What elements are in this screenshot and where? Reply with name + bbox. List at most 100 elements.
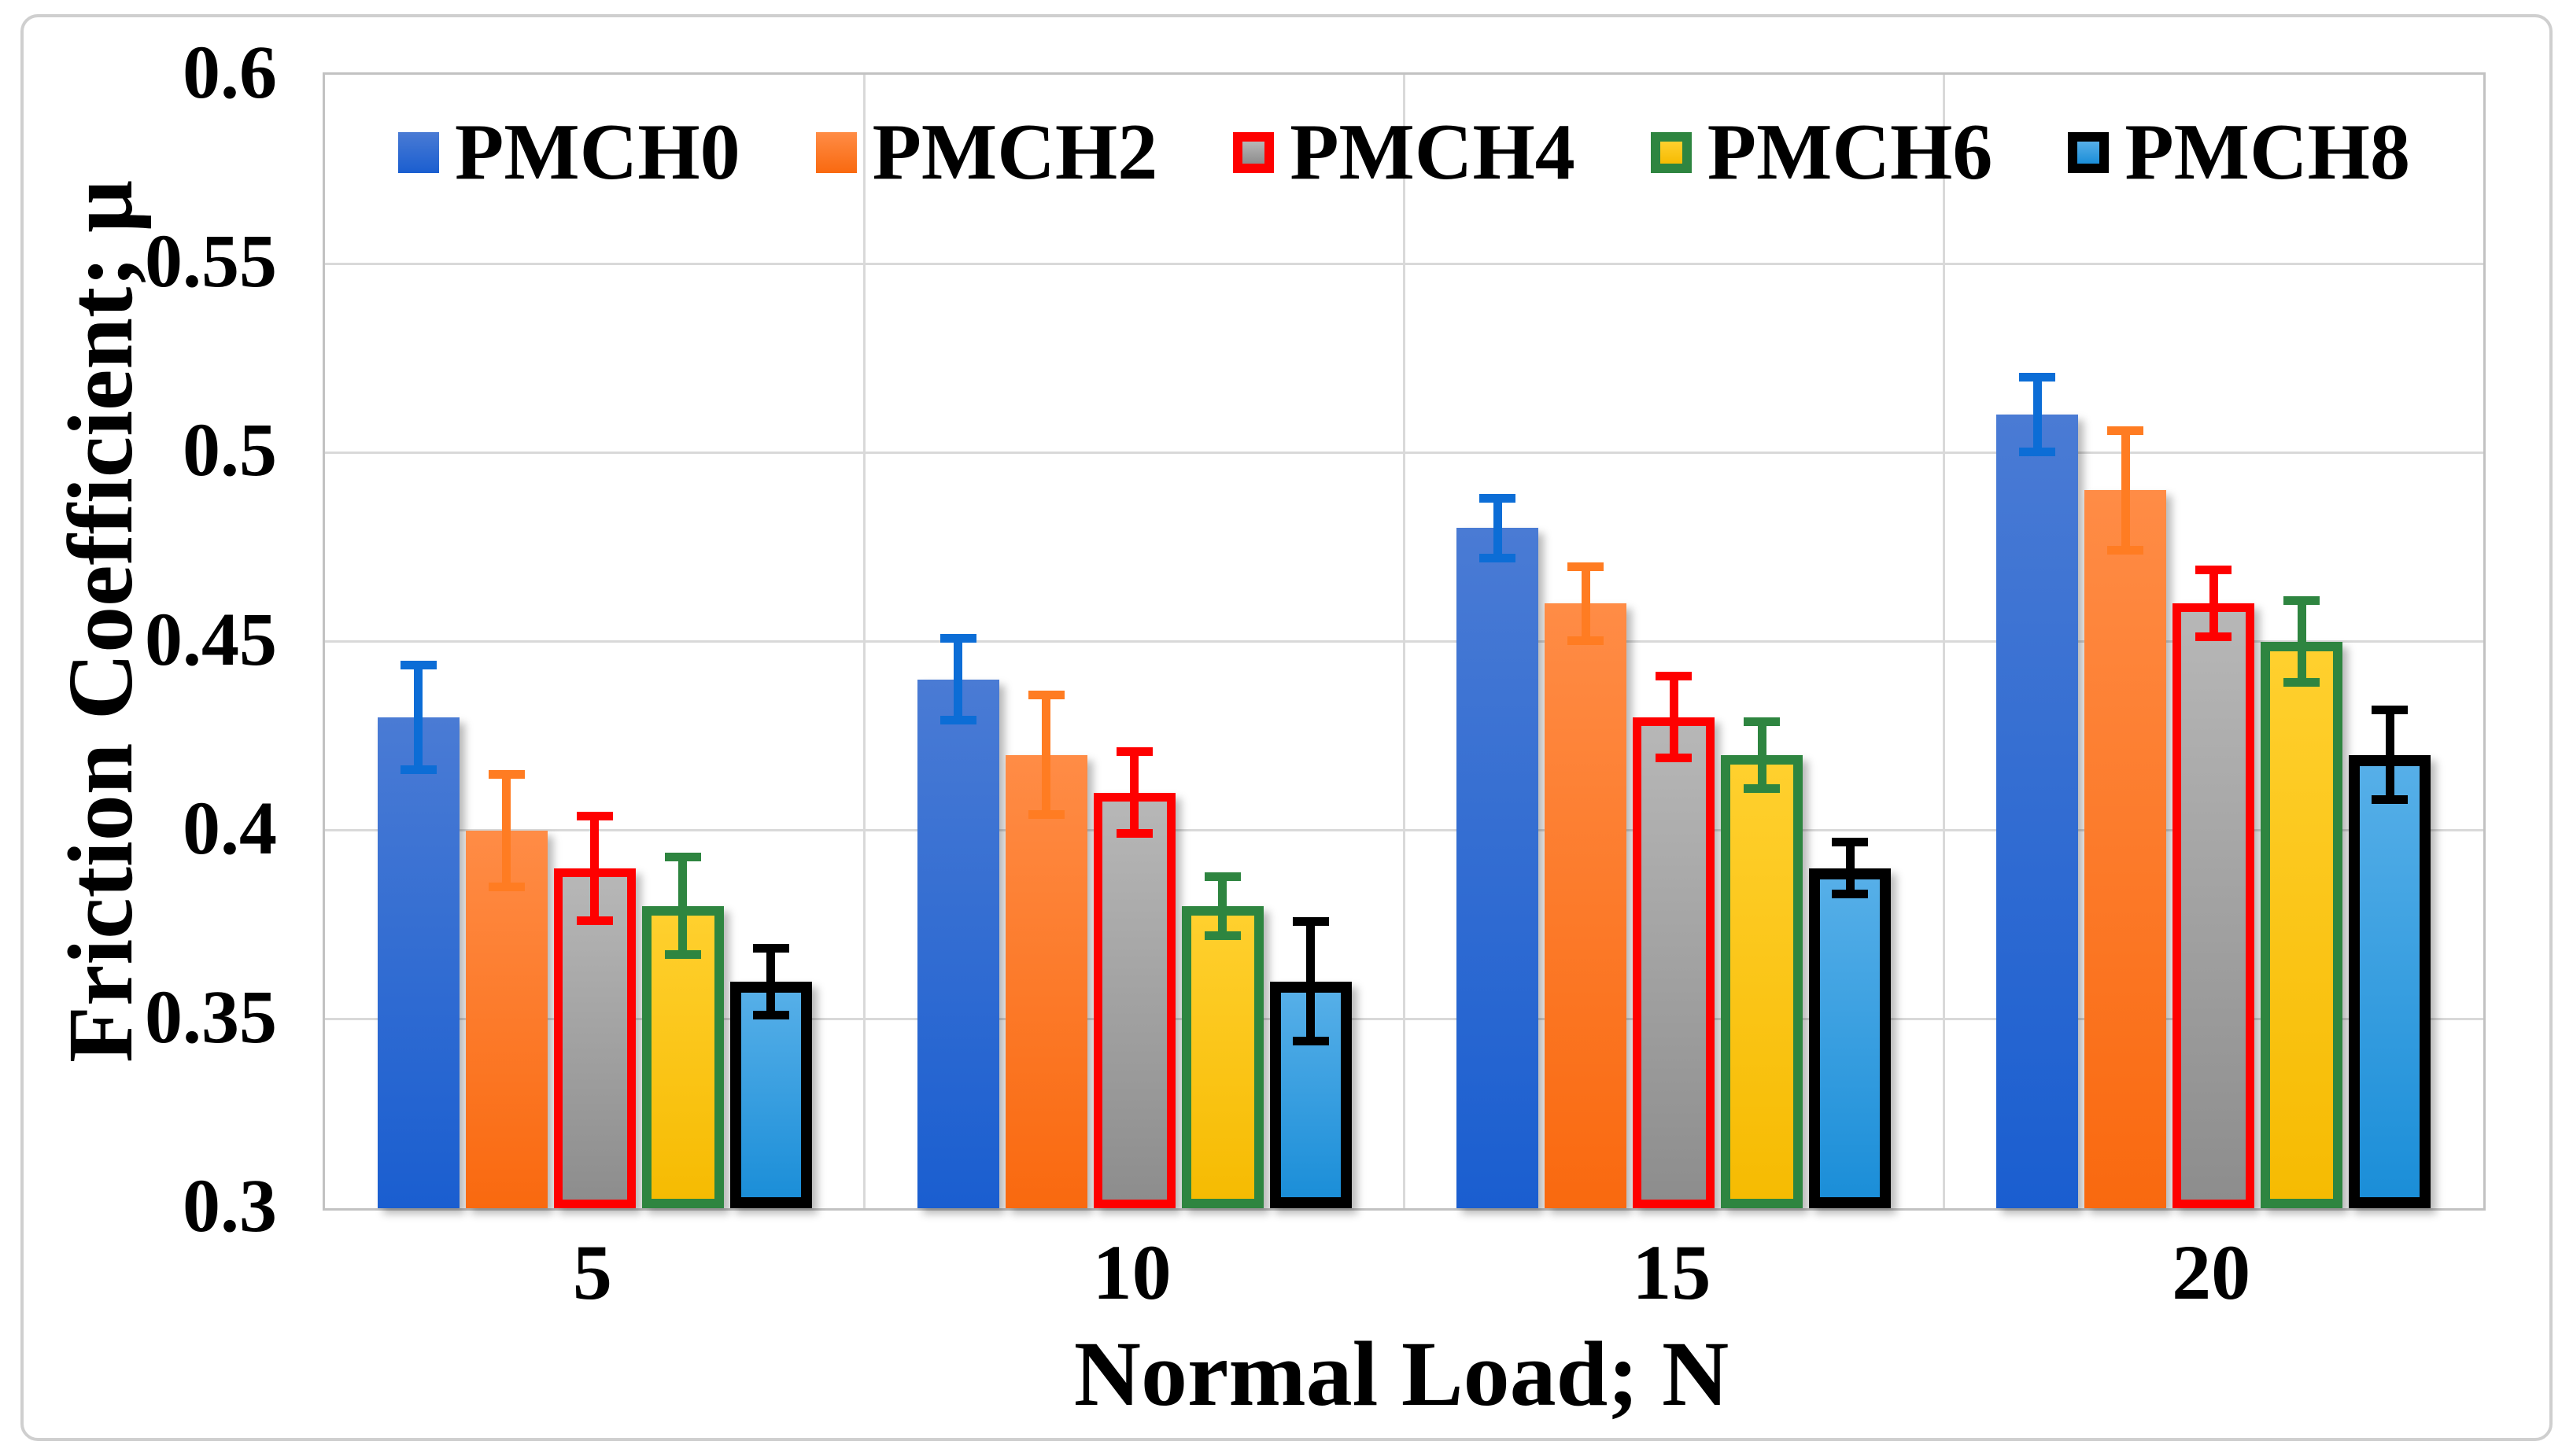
error-bar-line [954,633,963,725]
error-bar-pmch8-load10 [1270,917,1352,1046]
error-bar-pmch6-load10 [1182,872,1264,940]
error-bar-pmch2-load10 [1006,690,1087,820]
error-bar-pmch0-load5 [378,660,460,774]
error-bar-pmch2-load5 [466,769,548,891]
error-bar-line [1306,917,1316,1046]
error-bar-pmch0-load10 [917,633,999,725]
error-bar-line [2032,373,2042,457]
error-bar-cap-top [1292,917,1329,927]
error-bar-cap-top [1479,494,1516,503]
error-bar-line [2297,595,2306,687]
legend-swatch [2068,132,2110,173]
error-bar-line [1581,562,1590,646]
error-bar-cap-bottom [1116,829,1153,839]
legend-swatch [1233,132,1275,173]
error-bar-cap-bottom [1832,890,1869,899]
legend-swatch [1650,132,1692,173]
error-bar-line [766,943,776,1019]
y-tick-label: 0.6 [183,30,277,114]
bar-pmch2-load5 [465,830,548,1208]
error-bar-cap-top [1204,872,1241,881]
plot-area: PMCH0 PMCH2 PMCH4 PMCH6 PMCH8 [323,72,2486,1211]
bar-pmch6-load20 [2261,641,2343,1208]
x-axis-title: Normal Load; N [1073,1322,1729,1425]
bar-pmch8-load5 [729,981,812,1208]
error-bar-pmch6-load15 [1721,717,1803,793]
bar-pmch0-load20 [1996,415,2079,1208]
error-bar-cap-top [1744,717,1781,726]
error-bar-cap-top [1656,671,1693,680]
v-gridline [863,75,866,1208]
legend-label: PMCH8 [2124,108,2410,197]
y-tick-label: 0.5 [183,407,277,492]
error-bar-cap-top [1832,838,1869,847]
error-bar-cap-bottom [664,949,701,959]
error-bar-cap-bottom [2195,632,2232,642]
legend-item-pmch2: PMCH2 [815,108,1158,197]
legend-item-pmch0: PMCH0 [398,112,740,193]
error-bar-line [1845,838,1855,899]
error-bar-cap-top [2283,595,2320,605]
error-bar-cap-bottom [752,1010,789,1019]
error-bar-pmch2-load15 [1545,562,1626,646]
legend-label: PMCH2 [872,108,1158,197]
error-bar-cap-bottom [2372,795,2409,805]
bar-pmch4-load10 [1093,792,1176,1208]
legend-swatch [815,132,857,173]
bar-pmch0-load5 [377,717,460,1208]
error-bar-cap-top [1028,690,1065,699]
error-bar-cap-top [2372,706,2409,715]
error-bar-cap-bottom [1028,810,1065,820]
x-tick-label: 15 [1632,1229,1711,1316]
error-bar-cap-top [1567,562,1604,571]
error-bar-cap-bottom [1656,754,1693,763]
legend-swatch [398,132,440,173]
error-bar-line [1757,717,1766,793]
error-bar-cap-bottom [939,716,976,725]
error-bar-cap-bottom [1204,931,1241,940]
error-bar-cap-top [2195,566,2232,575]
error-bar-cap-bottom [2019,448,2056,457]
bar-pmch6-load10 [1181,905,1264,1208]
legend-item-pmch4: PMCH4 [1233,112,1575,193]
error-bar-cap-top [400,660,437,669]
error-bar-cap-top [1116,746,1153,756]
error-bar-pmch0-load20 [1996,373,2078,457]
bar-pmch4-load15 [1633,717,1715,1208]
x-tick-label: 5 [572,1229,612,1316]
y-tick-label: 0.45 [145,596,277,681]
error-bar-line [1669,671,1678,763]
v-gridline [1942,75,1945,1208]
y-tick-label: 0.35 [145,974,277,1059]
error-bar-pmch4-load15 [1633,671,1715,763]
legend-item-pmch8: PMCH8 [2068,112,2410,193]
bar-pmch0-load10 [917,679,999,1208]
error-bar-cap-top [2019,373,2056,382]
legend-label: PMCH4 [1290,108,1575,197]
error-bar-cap-bottom [488,882,525,891]
error-bar-cap-bottom [1479,553,1516,562]
error-bar-cap-bottom [2107,546,2144,555]
error-bar-line [414,660,423,774]
error-bar-cap-top [752,943,789,953]
error-bar-line [678,853,688,959]
error-bar-cap-bottom [1567,636,1604,646]
error-bar-pmch4-load5 [554,811,636,925]
error-bar-line [1042,690,1051,820]
bar-pmch2-load15 [1545,603,1627,1208]
bar-pmch0-load15 [1456,528,1539,1208]
error-bar-cap-bottom [400,765,437,774]
legend-item-pmch6: PMCH6 [1650,108,1993,197]
error-bar-cap-bottom [1292,1037,1329,1046]
error-bar-line [1130,746,1139,839]
error-bar-cap-top [576,811,613,820]
error-bar-pmch8-load20 [2349,706,2431,805]
v-gridline [1403,75,1405,1208]
bar-pmch2-load10 [1005,754,1087,1208]
error-bar-line [2121,426,2130,555]
error-bar-pmch8-load5 [730,943,812,1019]
legend-label: PMCH6 [1707,108,1993,197]
error-bar-cap-top [939,633,976,643]
bar-pmch6-load15 [1721,754,1803,1208]
bar-pmch2-load20 [2084,490,2167,1208]
